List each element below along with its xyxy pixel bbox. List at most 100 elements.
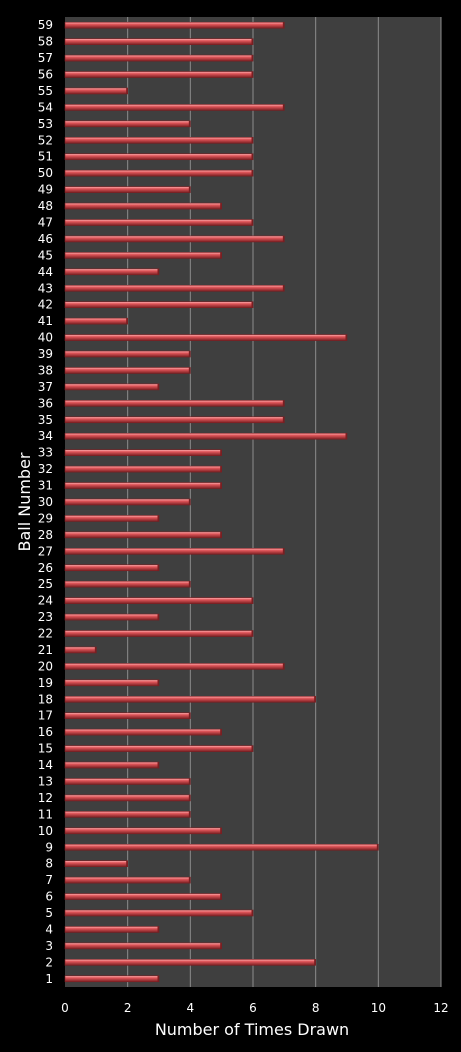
bar-ball-2 [64, 959, 316, 966]
bar-end-cap [251, 137, 253, 144]
bar-end-cap [220, 466, 222, 473]
bar-ball-7 [64, 876, 191, 884]
x-tick-label: 12 [433, 1001, 448, 1015]
bar-ball-39 [64, 350, 191, 358]
bar-end-cap [345, 433, 347, 440]
bar-ball-14 [64, 761, 160, 769]
bar-end-cap [157, 614, 159, 621]
y-tick-label: 37 [38, 380, 53, 394]
bar-ball-11 [64, 811, 191, 818]
bar-end-cap [157, 383, 159, 390]
bar-end-cap [188, 367, 191, 374]
bar-ball-13 [64, 778, 191, 785]
bar-ball-35 [64, 416, 285, 424]
y-tick-label: 30 [38, 495, 53, 509]
y-tick-label: 50 [38, 166, 53, 180]
bar-ball-42 [64, 301, 254, 309]
bar-ball-38 [64, 367, 191, 374]
y-tick-label: 14 [38, 758, 53, 772]
bar-ball-58 [64, 38, 254, 45]
bar-end-cap [220, 482, 222, 489]
y-tick-label: 51 [38, 150, 53, 164]
bar-end-cap [220, 942, 222, 949]
y-tick-label: 2 [45, 955, 53, 969]
bar-ball-1 [64, 975, 160, 983]
y-tick-label: 39 [38, 347, 53, 361]
bar-end-cap [314, 959, 316, 966]
y-tick-label: 33 [38, 446, 53, 460]
bar-end-cap [251, 910, 253, 917]
bar-ball-43 [64, 284, 285, 292]
y-tick-label: 16 [38, 725, 53, 739]
y-tick-label: 5 [45, 906, 53, 920]
bar-end-cap [188, 877, 191, 884]
y-tick-label: 35 [38, 413, 53, 427]
bar-end-cap [94, 646, 97, 653]
bar-end-cap [220, 203, 222, 210]
y-tick-label: 54 [38, 100, 53, 114]
bar-end-cap [345, 334, 347, 341]
y-tick-label: 49 [38, 183, 53, 197]
bar-ball-47 [64, 219, 254, 226]
bar-end-cap [282, 285, 285, 292]
x-tick-labels: 0 2 4 6 8 10 12 [61, 1001, 448, 1015]
y-tick-label: 18 [38, 692, 53, 706]
x-tick-label: 8 [312, 1001, 320, 1015]
bar-end-cap [157, 515, 159, 522]
x-tick-label: 10 [371, 1001, 386, 1015]
bar-end-cap [282, 22, 285, 29]
bar-ball-26 [64, 564, 160, 572]
bar-end-cap [157, 268, 159, 275]
bar-ball-29 [64, 515, 160, 522]
bar-end-cap [251, 38, 253, 45]
bar-end-cap [157, 564, 159, 571]
y-tick-label: 9 [45, 840, 53, 854]
bar-end-cap [220, 729, 222, 736]
bar-end-cap [157, 679, 159, 686]
bar-end-cap [282, 663, 285, 670]
y-tick-label: 12 [38, 791, 53, 805]
bar-end-cap [376, 844, 379, 851]
bar-ball-6 [64, 893, 222, 900]
bar-end-cap [126, 860, 128, 867]
bar-ball-34 [64, 432, 348, 440]
y-tick-label: 19 [38, 676, 53, 690]
y-tick-label: 56 [38, 68, 53, 82]
bar-end-cap [157, 926, 159, 933]
bar-ball-30 [64, 498, 191, 506]
y-tick-label: 41 [38, 314, 53, 328]
bar-end-cap [157, 762, 159, 769]
y-tick-label: 13 [38, 774, 53, 788]
bar-ball-53 [64, 120, 191, 128]
bar-end-cap [251, 71, 253, 78]
bar-end-cap [220, 531, 222, 538]
x-tick-label: 2 [124, 1001, 132, 1015]
y-tick-label: 47 [38, 216, 53, 230]
y-tick-label: 27 [38, 544, 53, 558]
y-tick-label: 20 [38, 659, 53, 673]
bar-end-cap [220, 449, 222, 456]
bar-end-cap [220, 893, 222, 900]
bar-ball-46 [64, 235, 285, 243]
y-tick-label: 15 [38, 742, 53, 756]
bar-ball-12 [64, 794, 191, 802]
bar-end-cap [188, 186, 191, 193]
bar-ball-17 [64, 712, 191, 720]
y-axis-title: Ball Number [15, 452, 34, 551]
y-tick-label: 26 [38, 561, 53, 575]
bar-end-cap [251, 597, 253, 604]
bar-ball-10 [64, 827, 222, 835]
bar-end-cap [282, 400, 285, 407]
y-tick-label: 28 [38, 528, 53, 542]
y-tick-label: 6 [45, 890, 53, 904]
bar-ball-48 [64, 202, 222, 210]
y-tick-label: 4 [45, 922, 53, 936]
y-tick-label: 43 [38, 281, 53, 295]
y-tick-label: 38 [38, 363, 53, 377]
bar-end-cap [188, 794, 191, 801]
bar-end-cap [157, 975, 159, 982]
y-tick-label: 53 [38, 117, 53, 131]
bar-end-cap [126, 318, 128, 325]
bar-end-cap [282, 104, 285, 111]
y-tick-label: 11 [38, 807, 53, 821]
